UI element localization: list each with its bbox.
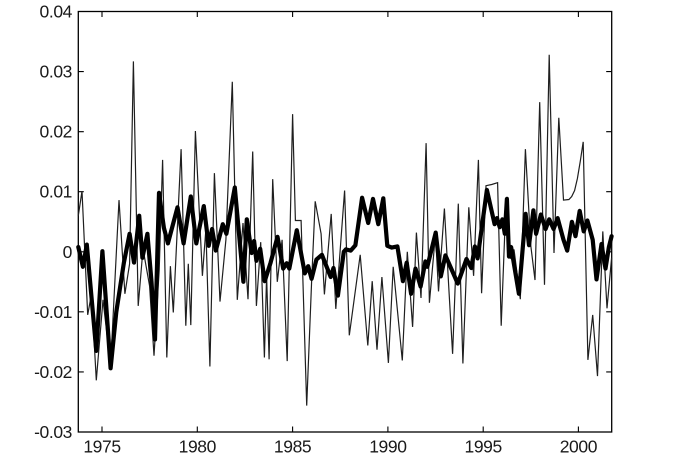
svg-text:-0.02: -0.02 xyxy=(34,362,72,382)
svg-text:1995: 1995 xyxy=(465,436,502,456)
svg-text:0.01: 0.01 xyxy=(40,182,72,202)
svg-text:1975: 1975 xyxy=(83,436,120,456)
svg-text:0: 0 xyxy=(63,242,73,262)
svg-text:-0.03: -0.03 xyxy=(34,422,72,442)
svg-text:1990: 1990 xyxy=(369,436,407,456)
svg-text:2000: 2000 xyxy=(560,436,598,456)
svg-text:-0.01: -0.01 xyxy=(34,302,72,322)
svg-text:1985: 1985 xyxy=(274,436,311,456)
svg-text:0.03: 0.03 xyxy=(40,62,72,82)
svg-text:0.04: 0.04 xyxy=(40,2,73,22)
svg-text:0.02: 0.02 xyxy=(40,122,72,142)
svg-text:1980: 1980 xyxy=(179,436,217,456)
